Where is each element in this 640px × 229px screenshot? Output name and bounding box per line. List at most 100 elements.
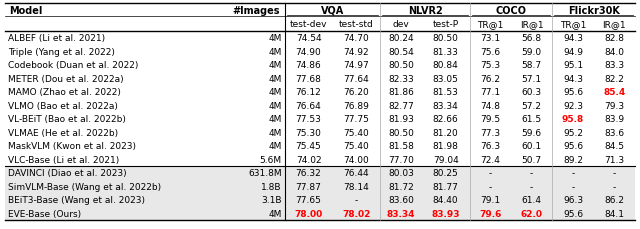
Text: 77.3: 77.3 bbox=[480, 128, 500, 137]
Text: Flickr30K: Flickr30K bbox=[568, 6, 620, 16]
Text: 81.20: 81.20 bbox=[433, 128, 458, 137]
Text: 71.3: 71.3 bbox=[604, 155, 625, 164]
Text: 85.4: 85.4 bbox=[604, 88, 625, 97]
Text: 80.24: 80.24 bbox=[388, 34, 414, 43]
Text: 94.9: 94.9 bbox=[563, 48, 583, 57]
Text: 60.3: 60.3 bbox=[522, 88, 541, 97]
Text: 81.86: 81.86 bbox=[388, 88, 414, 97]
Text: 95.6: 95.6 bbox=[563, 142, 583, 151]
Text: 83.34: 83.34 bbox=[387, 209, 415, 218]
Text: TR@1: TR@1 bbox=[560, 20, 586, 29]
Text: NLVR2: NLVR2 bbox=[408, 6, 442, 16]
Text: DAVINCI (Diao et al. 2023): DAVINCI (Diao et al. 2023) bbox=[8, 169, 127, 177]
Text: 94.3: 94.3 bbox=[563, 34, 583, 43]
Text: 4M: 4M bbox=[268, 209, 282, 218]
Text: 61.4: 61.4 bbox=[522, 195, 541, 204]
Text: 74.92: 74.92 bbox=[344, 48, 369, 57]
Text: -: - bbox=[355, 195, 358, 204]
Text: 84.5: 84.5 bbox=[604, 142, 625, 151]
Text: 4M: 4M bbox=[268, 61, 282, 70]
Text: 77.53: 77.53 bbox=[296, 115, 321, 124]
Text: 83.34: 83.34 bbox=[433, 101, 458, 110]
Text: 57.1: 57.1 bbox=[522, 74, 541, 83]
Text: 75.40: 75.40 bbox=[344, 128, 369, 137]
Text: 81.53: 81.53 bbox=[433, 88, 459, 97]
Text: 76.32: 76.32 bbox=[296, 169, 321, 177]
Text: test-std: test-std bbox=[339, 20, 374, 29]
Text: 58.7: 58.7 bbox=[522, 61, 541, 70]
Text: 83.93: 83.93 bbox=[431, 209, 460, 218]
Text: 50.7: 50.7 bbox=[522, 155, 541, 164]
Text: -: - bbox=[489, 169, 492, 177]
Text: 78.00: 78.00 bbox=[294, 209, 323, 218]
Text: 4M: 4M bbox=[268, 34, 282, 43]
Text: 59.6: 59.6 bbox=[522, 128, 541, 137]
Text: 95.2: 95.2 bbox=[563, 128, 583, 137]
Bar bbox=[5, 180, 635, 193]
Text: 4M: 4M bbox=[268, 88, 282, 97]
Text: BEiT3-Base (Wang et al. 2023): BEiT3-Base (Wang et al. 2023) bbox=[8, 195, 145, 204]
Text: 82.66: 82.66 bbox=[433, 115, 458, 124]
Text: 89.2: 89.2 bbox=[563, 155, 583, 164]
Text: Model: Model bbox=[9, 6, 42, 16]
Text: 631.8M: 631.8M bbox=[248, 169, 282, 177]
Text: 3.1B: 3.1B bbox=[261, 195, 282, 204]
Text: 80.50: 80.50 bbox=[433, 34, 459, 43]
Text: 83.9: 83.9 bbox=[604, 115, 625, 124]
Text: 83.3: 83.3 bbox=[604, 61, 625, 70]
Text: -: - bbox=[612, 182, 616, 191]
Text: -: - bbox=[612, 169, 616, 177]
Text: 74.70: 74.70 bbox=[344, 34, 369, 43]
Text: 74.54: 74.54 bbox=[296, 34, 321, 43]
Text: 81.98: 81.98 bbox=[433, 142, 459, 151]
Text: VLMO (Bao et al. 2022a): VLMO (Bao et al. 2022a) bbox=[8, 101, 118, 110]
Text: 75.45: 75.45 bbox=[296, 142, 321, 151]
Text: 82.77: 82.77 bbox=[388, 101, 414, 110]
Text: 79.04: 79.04 bbox=[433, 155, 458, 164]
Text: test-P: test-P bbox=[433, 20, 459, 29]
Text: 79.3: 79.3 bbox=[604, 101, 625, 110]
Bar bbox=[5, 193, 635, 207]
Text: 74.90: 74.90 bbox=[296, 48, 321, 57]
Text: 4M: 4M bbox=[268, 128, 282, 137]
Text: SimVLM-Base (Wang et al. 2022b): SimVLM-Base (Wang et al. 2022b) bbox=[8, 182, 161, 191]
Bar bbox=[5, 166, 635, 180]
Text: 4M: 4M bbox=[268, 74, 282, 83]
Text: dev: dev bbox=[393, 20, 410, 29]
Text: 95.1: 95.1 bbox=[563, 61, 583, 70]
Text: 80.54: 80.54 bbox=[388, 48, 414, 57]
Text: -: - bbox=[530, 169, 533, 177]
Text: 72.4: 72.4 bbox=[481, 155, 500, 164]
Text: Codebook (Duan et al. 2022): Codebook (Duan et al. 2022) bbox=[8, 61, 138, 70]
Text: EVE-Base (Ours): EVE-Base (Ours) bbox=[8, 209, 81, 218]
Text: 80.50: 80.50 bbox=[388, 128, 414, 137]
Text: 95.6: 95.6 bbox=[563, 209, 583, 218]
Text: 76.3: 76.3 bbox=[480, 142, 500, 151]
Text: 94.3: 94.3 bbox=[563, 74, 583, 83]
Text: 5.6M: 5.6M bbox=[259, 155, 282, 164]
Text: 1.8B: 1.8B bbox=[261, 182, 282, 191]
Text: 81.77: 81.77 bbox=[433, 182, 459, 191]
Text: 76.12: 76.12 bbox=[296, 88, 321, 97]
Text: 74.97: 74.97 bbox=[344, 61, 369, 70]
Text: 59.0: 59.0 bbox=[522, 48, 541, 57]
Text: 4M: 4M bbox=[268, 101, 282, 110]
Bar bbox=[5, 207, 635, 220]
Text: IR@1: IR@1 bbox=[520, 20, 543, 29]
Text: -: - bbox=[530, 182, 533, 191]
Text: 4M: 4M bbox=[268, 142, 282, 151]
Text: VLC-Base (Li et al. 2021): VLC-Base (Li et al. 2021) bbox=[8, 155, 119, 164]
Text: TR@1: TR@1 bbox=[477, 20, 504, 29]
Text: 82.2: 82.2 bbox=[604, 74, 624, 83]
Text: 82.8: 82.8 bbox=[604, 34, 625, 43]
Text: METER (Dou et al. 2022a): METER (Dou et al. 2022a) bbox=[8, 74, 124, 83]
Text: 74.8: 74.8 bbox=[480, 101, 500, 110]
Text: VLMAE (He et al. 2022b): VLMAE (He et al. 2022b) bbox=[8, 128, 118, 137]
Text: 79.5: 79.5 bbox=[480, 115, 500, 124]
Text: 76.20: 76.20 bbox=[344, 88, 369, 97]
Text: 77.65: 77.65 bbox=[296, 195, 321, 204]
Text: 76.44: 76.44 bbox=[344, 169, 369, 177]
Text: test-dev: test-dev bbox=[290, 20, 327, 29]
Text: 61.5: 61.5 bbox=[522, 115, 541, 124]
Text: 82.33: 82.33 bbox=[388, 74, 414, 83]
